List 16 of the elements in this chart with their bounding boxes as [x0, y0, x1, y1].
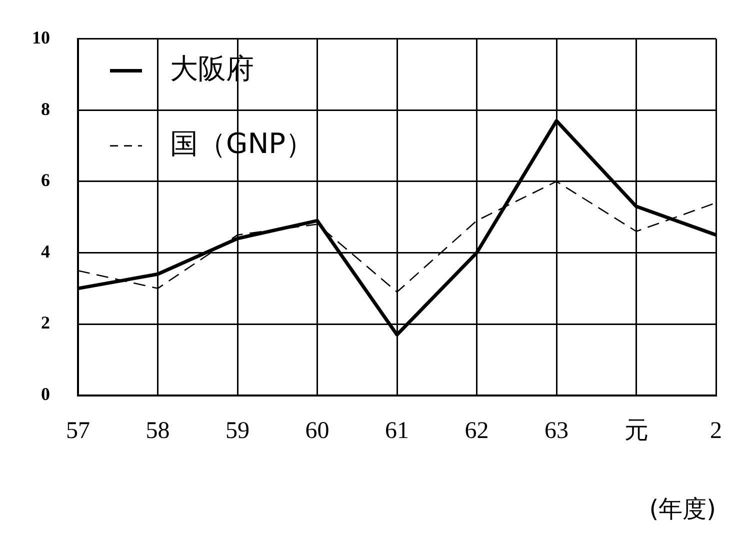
x-tick-label: 2: [710, 418, 722, 444]
x-tick-label: 62: [464, 418, 489, 444]
y-tick-label: 2: [41, 312, 50, 333]
x-tick-label: 63: [544, 418, 568, 444]
x-tick-label: 57: [66, 418, 90, 444]
y-tick-label: 10: [32, 27, 50, 48]
y-tick-label: 4: [41, 241, 50, 262]
x-tick-label: 元: [624, 418, 648, 444]
y-tick-label: 8: [41, 98, 50, 119]
x-tick-label: 59: [226, 418, 250, 444]
y-tick-label: 6: [41, 170, 50, 190]
y-tick-label: 0: [41, 384, 50, 404]
x-tick-label: 60: [305, 418, 330, 444]
x-axis-title: (年度): [649, 494, 716, 523]
x-tick-label: 58: [146, 418, 170, 444]
x-tick-label: 61: [385, 418, 409, 444]
